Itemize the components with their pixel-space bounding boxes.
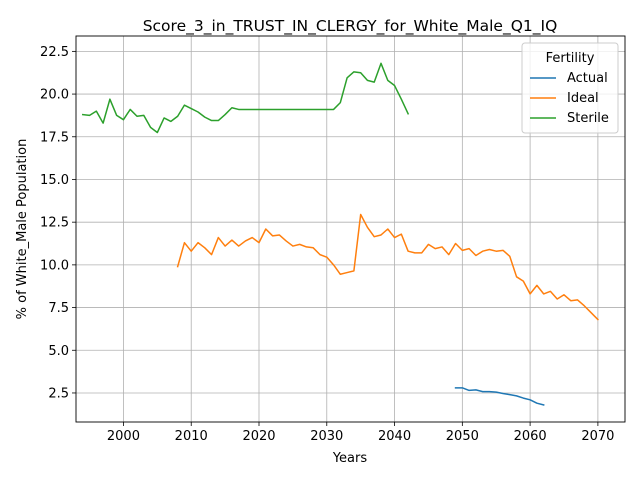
y-tick-label: 22.5 bbox=[40, 45, 69, 60]
series-lines bbox=[81, 62, 599, 406]
series-line-actual bbox=[454, 387, 545, 406]
y-tick-label: 5.0 bbox=[48, 344, 69, 359]
plot-frame bbox=[75, 35, 626, 423]
y-axis-label: % of White_Male Population bbox=[15, 139, 30, 320]
chart-title: Score_3_in_TRUST_IN_CLERGY_for_White_Mal… bbox=[143, 17, 558, 36]
x-tick-label: 2040 bbox=[378, 429, 411, 444]
legend-label-ideal: Ideal bbox=[567, 91, 599, 106]
x-axis-label: Years bbox=[332, 451, 368, 466]
legend-label-sterile: Sterile bbox=[567, 111, 609, 126]
y-tick-label: 2.5 bbox=[48, 386, 69, 401]
x-tick-label: 2070 bbox=[581, 429, 614, 444]
x-tick-label: 2010 bbox=[175, 429, 208, 444]
x-axis-ticks: 2000 2010 2020 2030 2040 2050 2060 2070 bbox=[107, 422, 614, 444]
gridlines bbox=[76, 36, 625, 422]
legend-entries: Actual Ideal Sterile bbox=[530, 71, 609, 126]
series-line-sterile bbox=[81, 62, 410, 134]
legend-title: Fertility bbox=[546, 51, 595, 66]
x-tick-label: 2000 bbox=[107, 429, 140, 444]
y-tick-label: 15.0 bbox=[40, 173, 69, 188]
y-tick-label: 12.5 bbox=[40, 216, 69, 231]
y-tick-label: 10.0 bbox=[40, 258, 69, 273]
x-tick-label: 2050 bbox=[446, 429, 479, 444]
legend-box bbox=[521, 42, 619, 134]
x-tick-label: 2060 bbox=[514, 429, 547, 444]
legend-label-actual: Actual bbox=[567, 71, 608, 86]
y-tick-label: 20.0 bbox=[40, 88, 69, 103]
x-tick-label: 2020 bbox=[242, 429, 275, 444]
legend: Fertility Actual Ideal Sterile bbox=[521, 42, 619, 134]
series-line-ideal bbox=[176, 213, 599, 321]
x-tick-label: 2030 bbox=[310, 429, 343, 444]
y-tick-label: 17.5 bbox=[40, 130, 69, 145]
y-tick-label: 7.5 bbox=[48, 301, 69, 316]
y-axis-ticks: 2.5 5.0 7.5 10.0 12.5 15.0 17.5 20.0 22.5 bbox=[40, 45, 76, 401]
